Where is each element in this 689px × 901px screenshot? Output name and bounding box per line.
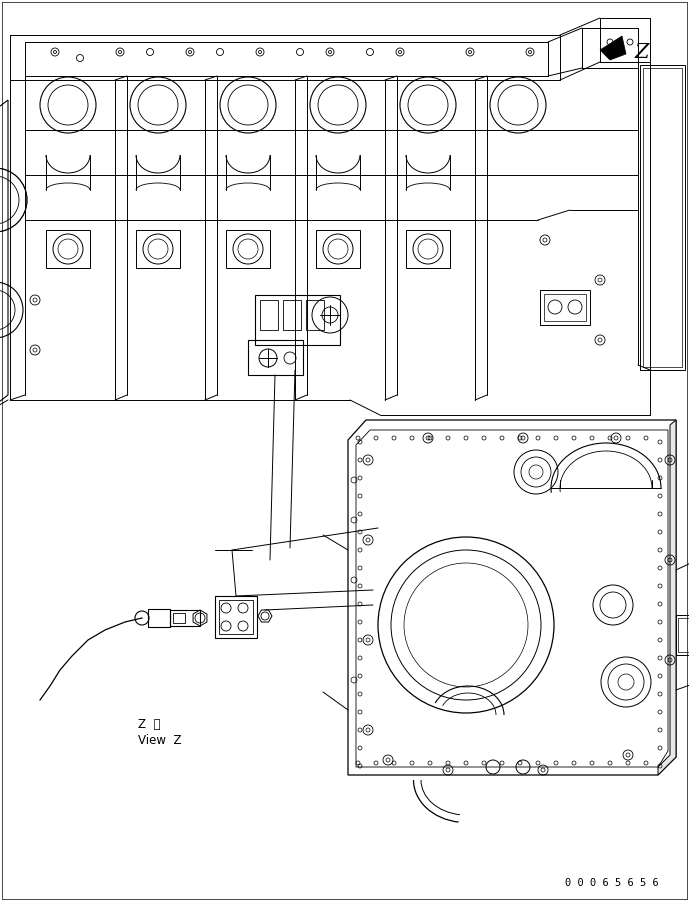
Text: 0 0 0 6 5 6 5 6: 0 0 0 6 5 6 5 6 [565, 878, 659, 888]
Text: Z: Z [635, 42, 650, 61]
Bar [226, 230, 270, 268]
Bar [215, 596, 257, 638]
Text: Z  視: Z 視 [138, 718, 161, 731]
Bar [406, 230, 450, 268]
Bar [544, 294, 586, 321]
Bar [136, 230, 180, 268]
Bar [260, 300, 278, 330]
Bar [219, 600, 253, 634]
Bar [676, 615, 689, 655]
Polygon shape [658, 420, 676, 775]
Bar [148, 609, 170, 627]
Bar [678, 618, 689, 652]
Bar [316, 230, 360, 268]
Bar [643, 68, 682, 367]
Text: View  Z: View Z [138, 734, 181, 747]
Bar [46, 230, 90, 268]
Bar [540, 290, 590, 325]
Bar [283, 300, 301, 330]
Polygon shape [600, 36, 626, 60]
Bar [306, 300, 324, 330]
Bar [640, 65, 685, 370]
Bar [248, 340, 303, 375]
Bar [255, 295, 340, 345]
Bar [170, 610, 200, 626]
Bar [173, 613, 185, 623]
